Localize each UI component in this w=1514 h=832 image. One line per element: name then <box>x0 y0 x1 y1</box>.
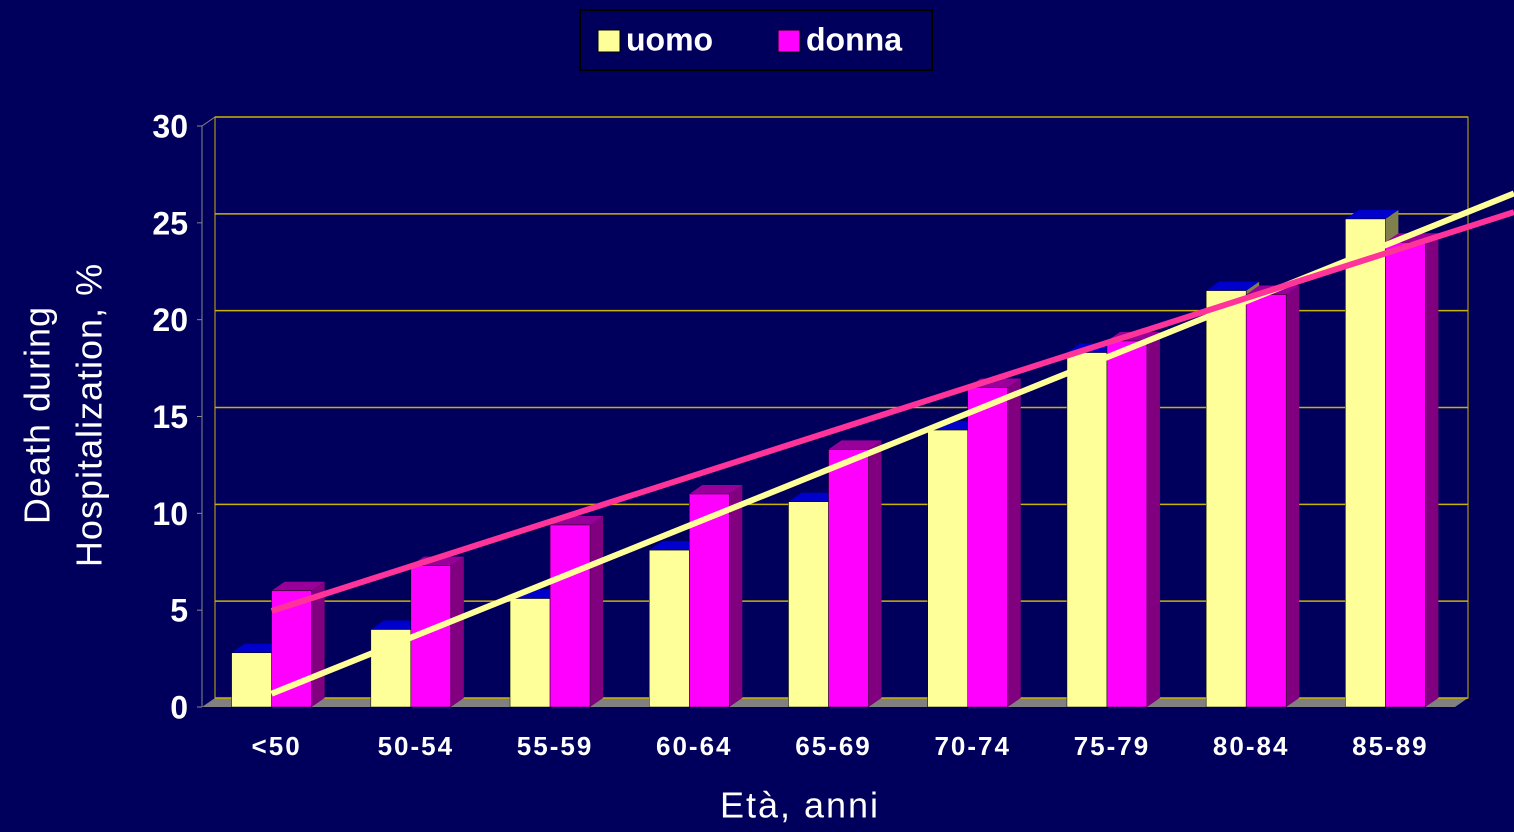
x-tick-label: 60-64 <box>656 731 733 761</box>
bar-side <box>1425 233 1439 707</box>
x-tick-label: 70-74 <box>934 731 1011 761</box>
bar <box>1385 241 1426 708</box>
bar <box>509 598 551 708</box>
x-tick-label: 75-79 <box>1074 731 1151 761</box>
bar <box>231 652 272 708</box>
bar-top <box>1206 281 1260 291</box>
bar <box>828 449 869 708</box>
bar <box>649 549 690 708</box>
bar-top <box>828 440 882 450</box>
y-tick-label: 30 <box>152 108 188 144</box>
bar <box>1205 290 1247 708</box>
bar-side <box>1146 331 1160 707</box>
bar-side <box>729 484 743 707</box>
x-tick-label: <50 <box>252 731 302 761</box>
bar <box>1066 352 1108 708</box>
y-axis-title: Death during <box>17 306 58 524</box>
legend-swatch <box>777 29 801 53</box>
bar-side <box>1286 285 1300 707</box>
bar <box>927 429 968 708</box>
legend-label: uomo <box>626 21 713 57</box>
bar-top <box>271 581 325 591</box>
y-axis <box>201 116 216 127</box>
bar <box>1245 294 1287 708</box>
bar-top <box>689 484 743 494</box>
bar-side <box>1007 378 1021 707</box>
legend-label: donna <box>806 21 902 57</box>
y-tick-label: 5 <box>170 593 188 629</box>
bar <box>549 524 591 708</box>
y-tick-label: 0 <box>170 689 188 725</box>
y-tick-label: 20 <box>152 302 188 338</box>
bar <box>788 501 829 708</box>
bar-side <box>450 556 464 707</box>
y-axis-title: Hospitalization, % <box>69 263 110 567</box>
y-axis-title-group: Death during Hospitalization, % <box>17 263 110 567</box>
bar <box>1106 340 1148 708</box>
bar-side <box>868 440 882 707</box>
legend-box <box>579 9 933 71</box>
x-tick-label: 65-69 <box>795 731 872 761</box>
bar-side <box>590 515 604 707</box>
y-tick-label: 10 <box>152 496 188 532</box>
x-tick-label: 80-84 <box>1213 731 1290 761</box>
bar <box>1345 218 1386 708</box>
y-tick-label: 25 <box>152 205 188 241</box>
y-tick-label: 15 <box>152 399 188 435</box>
trendline <box>270 209 1514 614</box>
bar-top <box>1345 209 1399 219</box>
x-tick-label: 55-59 <box>517 731 594 761</box>
legend-swatch <box>597 29 621 53</box>
x-axis-title: Età, anni <box>720 785 880 826</box>
x-tick-label: 50-54 <box>378 731 455 761</box>
bar <box>967 387 1008 708</box>
x-tick-label: 85-89 <box>1352 731 1429 761</box>
bar <box>689 493 730 708</box>
